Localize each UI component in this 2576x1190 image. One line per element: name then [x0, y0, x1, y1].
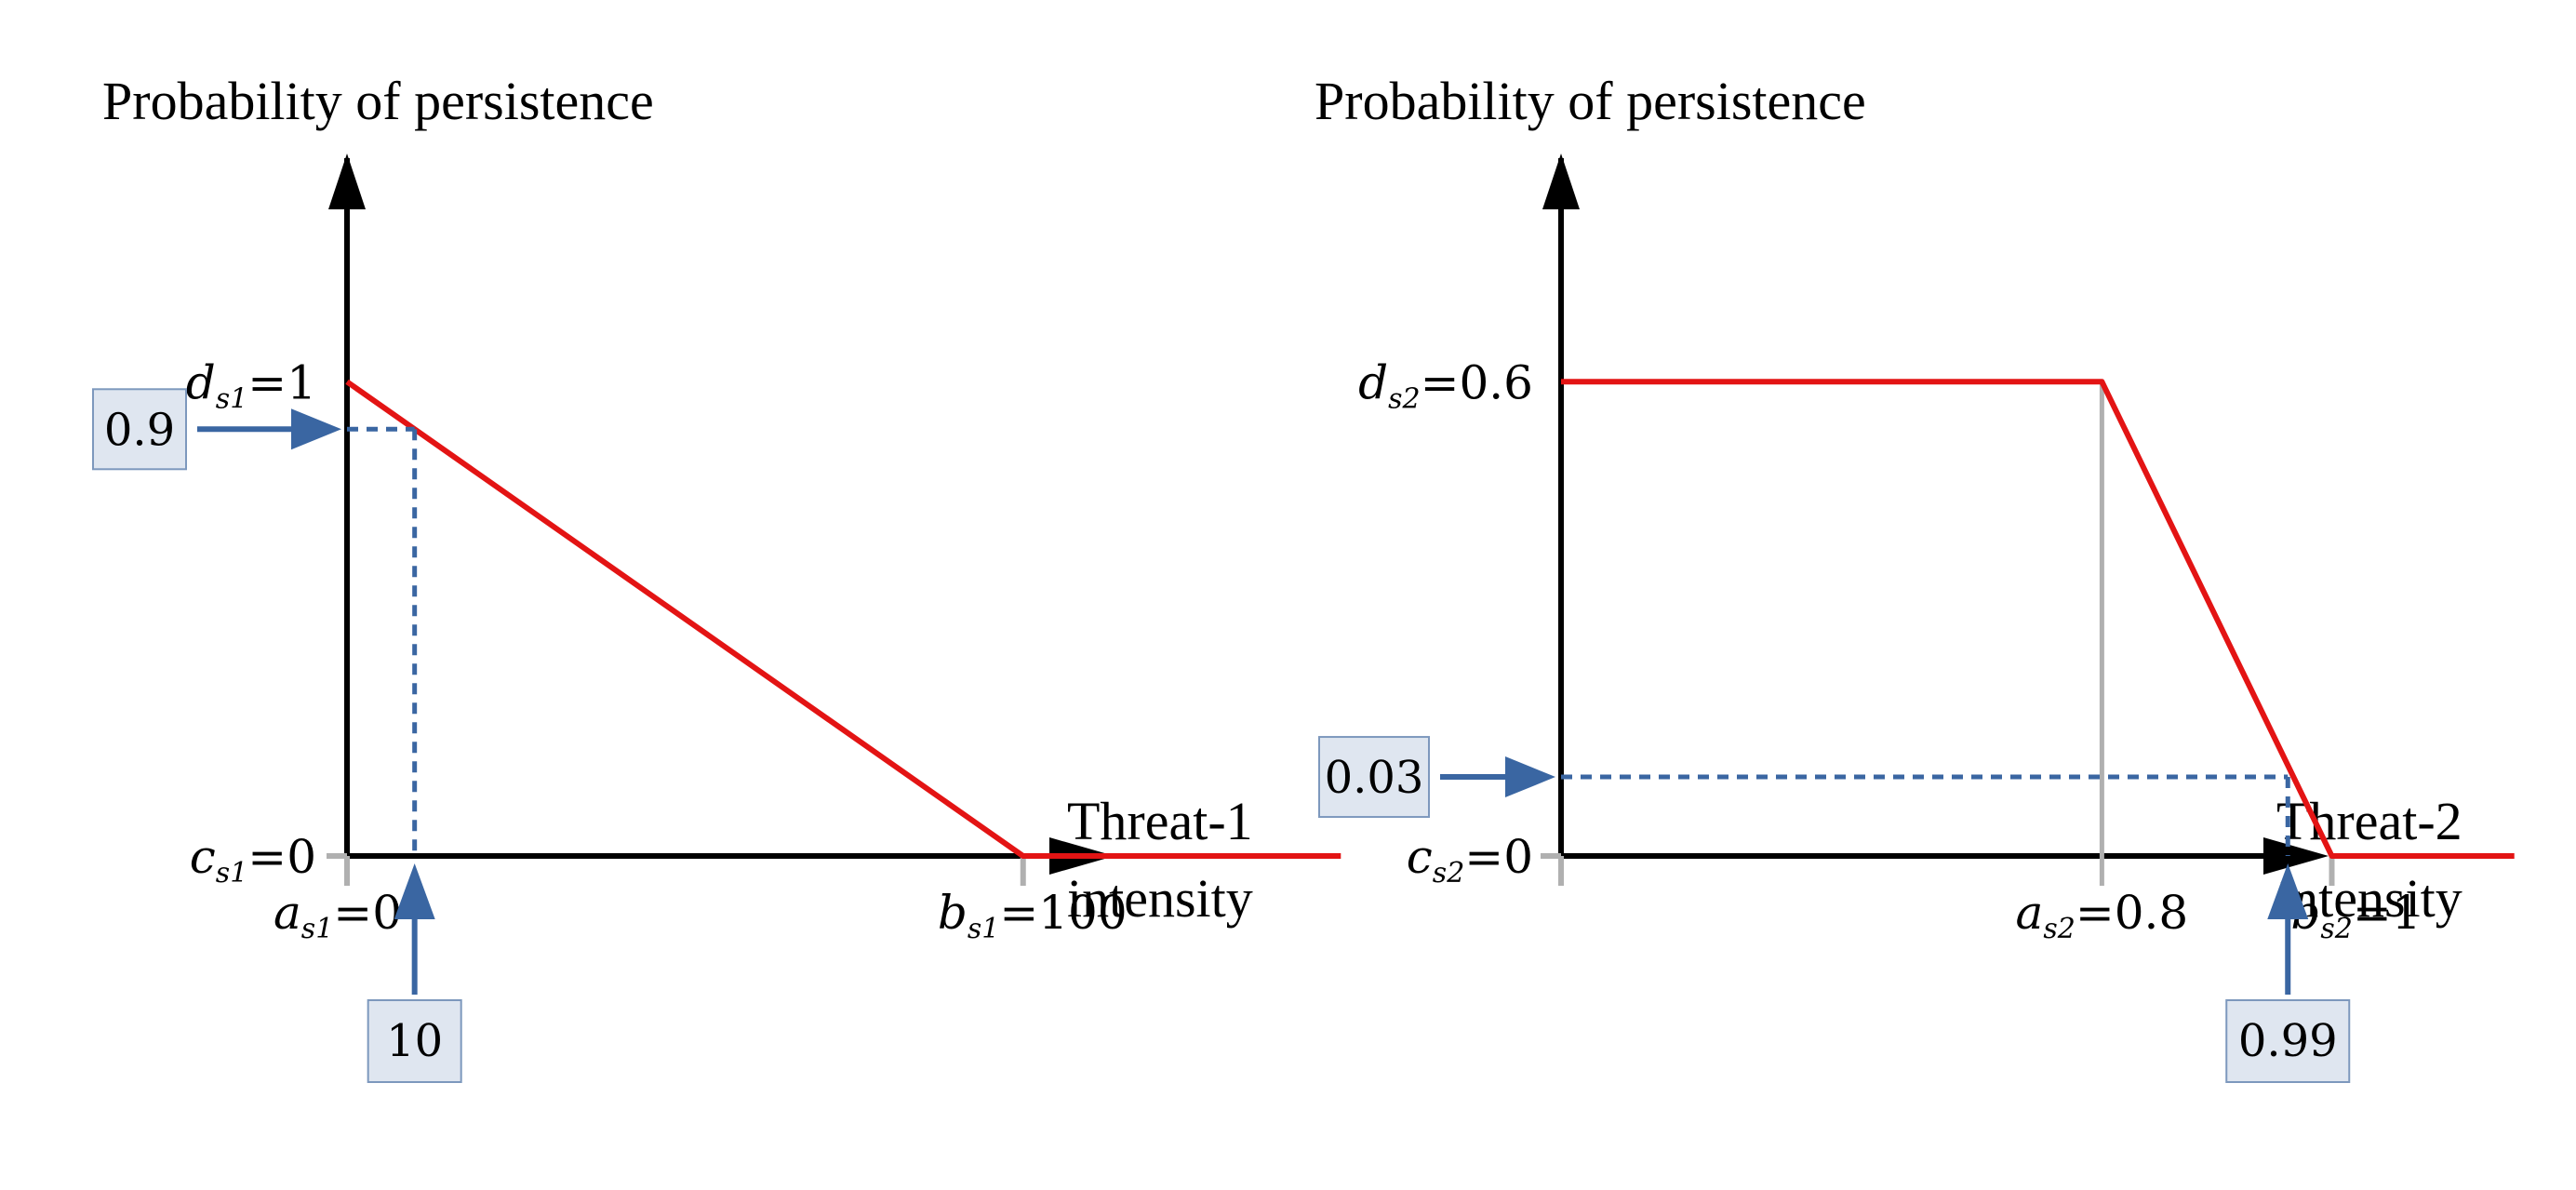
- x-axis-title-line1: Threat-1: [1067, 791, 1253, 851]
- y-axis-arrowhead: [328, 154, 366, 209]
- output-callout-box: [1318, 736, 1430, 819]
- point-label-c: cs1=0: [190, 830, 316, 889]
- output-callout-label: 0.9: [104, 404, 175, 456]
- point-label-b-eq: =: [2353, 886, 2392, 940]
- point-label-d-name: d: [1358, 355, 1388, 409]
- point-label-d-sub: s2: [1388, 382, 1420, 415]
- input-callout-label: 10: [386, 1015, 443, 1067]
- point-label-a: as1=0: [274, 886, 402, 945]
- point-label-a-eq: =: [333, 886, 372, 940]
- point-label-c: cs2=0: [1407, 830, 1533, 889]
- persistence-curve: [345, 379, 1341, 859]
- input-callout-label: 0.99: [2238, 1015, 2338, 1067]
- point-label-d: ds1=1: [186, 355, 316, 415]
- chart-panel-1: Probability of persistence Threat-1 intens…: [92, 71, 1341, 1083]
- point-label-d-eq: =: [1421, 355, 1460, 409]
- point-label-b-name: b: [938, 886, 968, 940]
- persistence-curve: [1561, 379, 2515, 859]
- input-arrow-head: [2267, 863, 2309, 919]
- y-axis-title: Probability of persistence: [102, 71, 654, 131]
- point-label-b: bs2=1: [2290, 886, 2421, 945]
- y-axis-arrowhead: [1542, 154, 1580, 209]
- output-arrow-head: [291, 408, 341, 450]
- point-label-b-sub: s2: [2320, 913, 2352, 945]
- point-label-d-value: 1: [287, 355, 316, 409]
- input-callout-box: [367, 999, 462, 1083]
- point-label-c-value: 0: [287, 830, 316, 884]
- point-label-a: as2=0.8: [2016, 886, 2189, 945]
- point-label-a-name: a: [2016, 886, 2044, 940]
- point-label-a-eq: =: [2075, 886, 2115, 940]
- input-arrow-head: [394, 863, 435, 919]
- point-label-c-sub: s1: [216, 857, 247, 889]
- output-arrow-head: [1505, 756, 1555, 798]
- point-label-a-sub: s2: [2043, 913, 2075, 945]
- x-axis-arrowhead: [2263, 837, 2329, 875]
- point-label-d-sub: s1: [216, 382, 247, 415]
- point-label-a-sub: s1: [301, 913, 333, 945]
- point-label-c-value: 0: [1503, 830, 1533, 884]
- output-callout-box: [92, 388, 187, 471]
- point-label-b-eq: =: [999, 886, 1038, 940]
- input-callout-box: [2225, 999, 2351, 1083]
- output-callout-label: 0.03: [1325, 752, 1424, 804]
- y-axis-title: Probability of persistence: [1315, 71, 1866, 131]
- point-label-d-eq: =: [247, 355, 287, 409]
- chart-panel-2: Probability of persistenceThreat-2intens…: [1315, 71, 2515, 1083]
- point-label-b-value: 1: [2392, 886, 2422, 940]
- point-label-b-value: 100: [1038, 886, 1127, 940]
- point-label-c-eq: =: [247, 830, 287, 884]
- point-label-b: bs1=100: [938, 886, 1128, 945]
- point-label-c-name: c: [1407, 830, 1433, 884]
- point-label-b-sub: s1: [968, 913, 999, 945]
- point-label-c-name: c: [190, 830, 216, 884]
- point-label-a-value: 0.8: [2115, 886, 2189, 940]
- point-label-c-sub: s2: [1433, 857, 1464, 889]
- point-label-d-value: 0.6: [1459, 355, 1533, 409]
- point-label-d-name: d: [186, 355, 216, 409]
- point-label-a-name: a: [274, 886, 301, 940]
- point-label-c-eq: =: [1464, 830, 1503, 884]
- x-axis-title-line2: intensity: [1067, 868, 1253, 929]
- point-label-d: ds2=0.6: [1358, 355, 1533, 415]
